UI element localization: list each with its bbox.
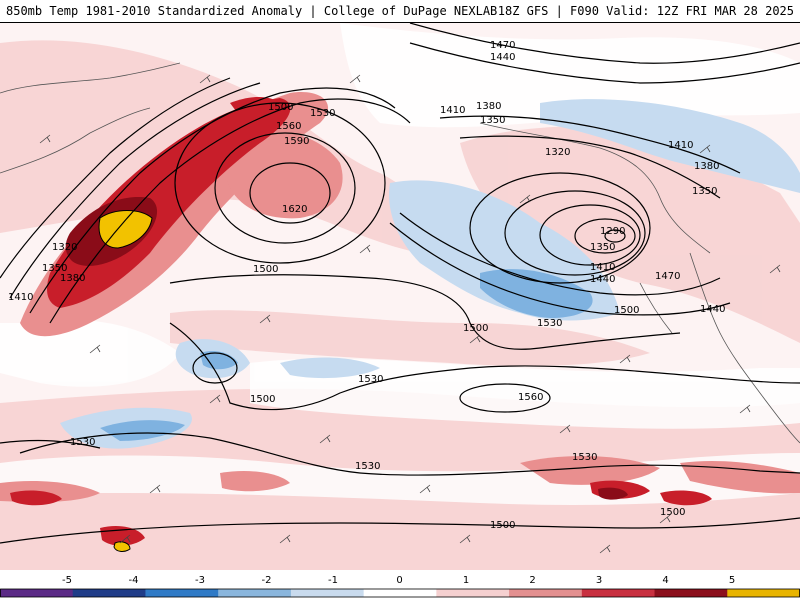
contour-label: 1500 (250, 394, 275, 405)
contour-label: 1440 (490, 52, 515, 63)
anomaly-map: 1470 1440 1410 1380 1350 1320 1290 1350 … (0, 23, 800, 570)
contour-label: 1560 (276, 121, 301, 132)
colorbar-segment (290, 589, 365, 597)
contour-label: 1410 (8, 292, 33, 303)
contour-label: 1470 (655, 271, 680, 282)
coastlines (0, 62, 800, 444)
colorbar-segment (654, 589, 729, 597)
colorbar-tick-label: 1 (463, 575, 469, 586)
model-valid-time: 18Z GFS | F090 Valid: 12Z FRI MAR 28 202… (497, 4, 794, 18)
contour-label: 1560 (518, 392, 543, 403)
contour-label: 1500 (268, 102, 293, 113)
contour-label: 1350 (42, 263, 67, 274)
contour-label: 1500 (253, 264, 278, 275)
colorbar-tick-label: -1 (328, 575, 338, 586)
contour-label: 1620 (282, 204, 307, 215)
contour-label: 1500 (463, 323, 488, 334)
anomaly-colorbar: -5 -4 -3 -2 -1 0 1 2 3 4 5 (0, 571, 800, 600)
contour-label: 1500 (614, 305, 639, 316)
contour-label: 1380 (476, 101, 501, 112)
contour-label: 1530 (358, 374, 383, 385)
colorbar-tick-label: 2 (529, 575, 535, 586)
contour-label: 1530 (537, 318, 562, 329)
contour-label: 1590 (284, 136, 309, 147)
warm-anomaly-peak (98, 210, 153, 552)
colorbar-segment (581, 589, 656, 597)
colorbar-bar (0, 588, 800, 598)
contour-label: 1320 (545, 147, 570, 158)
contour-label: 1530 (572, 452, 597, 463)
contour-label: 1440 (590, 274, 615, 285)
contour-label: 1350 (590, 242, 615, 253)
contour-labels: 1470 1440 1410 1380 1350 1320 1290 1350 … (8, 40, 725, 531)
contour-label: 1380 (694, 161, 719, 172)
colorbar-segment (145, 589, 220, 597)
wind-barbs (39, 74, 781, 554)
colorbar-segment (509, 589, 583, 597)
colorbar-tick-label: -4 (129, 575, 139, 586)
contour-label: 1350 (692, 186, 717, 197)
colorbar-segment (436, 589, 511, 597)
colorbar-tick-label: -5 (62, 575, 72, 586)
contour-label: 1320 (52, 242, 77, 253)
contour-label: 1290 (600, 226, 625, 237)
map-header: 850mb Temp 1981-2010 Standardized Anomal… (0, 0, 800, 23)
contour-label: 1530 (70, 437, 95, 448)
contour-label: 1470 (490, 40, 515, 51)
colorbar-tick-labels: -5 -4 -3 -2 -1 0 1 2 3 4 5 (62, 575, 735, 586)
map-title: 850mb Temp 1981-2010 Standardized Anomal… (6, 4, 498, 18)
contour-label: 1530 (310, 108, 335, 119)
contour-label: 1410 (668, 140, 693, 151)
contour-label: 1410 (440, 105, 465, 116)
colorbar-tick-label: 5 (729, 575, 735, 586)
height-contours (0, 23, 800, 544)
colorbar-tick-label: -3 (195, 575, 205, 586)
contour-label: 1380 (60, 273, 85, 284)
contour-label: 1350 (480, 115, 505, 126)
near-normal-zones (0, 23, 800, 505)
colorbar-tick-label: 3 (596, 575, 602, 586)
colorbar-segment (72, 589, 147, 597)
contour-label: 1440 (700, 304, 725, 315)
colorbar-segment (363, 589, 438, 597)
contour-label: 1500 (490, 520, 515, 531)
colorbar-tick-label: -2 (262, 575, 272, 586)
colorbar-segment (0, 589, 74, 597)
contour-label: 1410 (590, 262, 615, 273)
colorbar-segment (727, 589, 800, 597)
contour-label: 1500 (660, 507, 685, 518)
colorbar-tick-label: 0 (396, 575, 402, 586)
cold-anomaly-mid (100, 269, 593, 441)
colorbar-tick-label: 4 (662, 575, 668, 586)
contour-label: 1530 (355, 461, 380, 472)
colorbar-segment (218, 589, 292, 597)
